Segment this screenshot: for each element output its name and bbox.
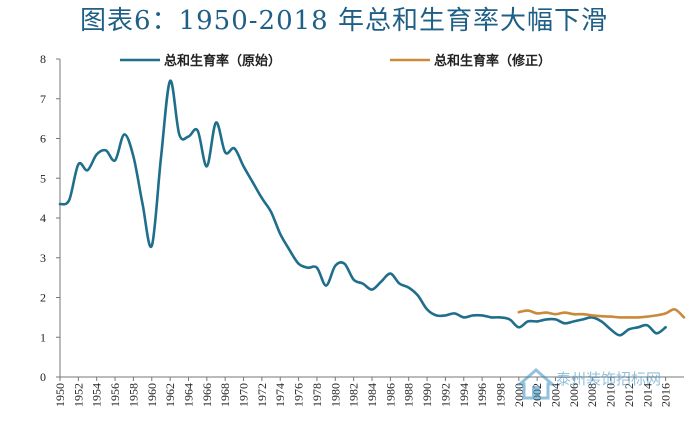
x-tick-label: 1988 — [402, 383, 416, 407]
watermark-text: 泰州装饰招标网 — [556, 370, 662, 388]
legend: 总和生育率（原始） 总和生育率（修正） — [120, 53, 551, 69]
x-tick-label: 1976 — [292, 383, 306, 407]
x-tick-label: 1980 — [328, 383, 342, 407]
y-tick-label: 4 — [40, 211, 46, 225]
x-tick-label: 2012 — [622, 383, 636, 407]
x-tick-label: 1986 — [383, 383, 397, 407]
x-tick-label: 1998 — [493, 383, 507, 407]
x-tick-label: 1960 — [145, 383, 159, 407]
y-tick-label: 5 — [40, 171, 46, 185]
y-tick-label: 2 — [40, 291, 46, 305]
x-tick-label: 2008 — [585, 383, 599, 407]
x-tick-label: 1996 — [475, 383, 489, 407]
x-tick-label: 1956 — [108, 383, 122, 407]
x-tick-label: 1994 — [457, 383, 471, 407]
x-tick-label: 1972 — [255, 383, 269, 407]
x-tick-label: 1984 — [365, 383, 379, 407]
x-tick-label: 1968 — [218, 383, 232, 407]
axes — [59, 59, 684, 378]
series-layer — [58, 79, 686, 337]
x-tick-label: 2006 — [567, 383, 581, 407]
legend-label-corrected: 总和生育率（修正） — [434, 53, 551, 69]
x-tick-label: 1962 — [163, 383, 177, 407]
x-tick-label: 2004 — [549, 383, 563, 407]
series-line-corrected — [517, 308, 686, 319]
x-tick-label: 2014 — [640, 383, 654, 407]
chart-title: 图表6：1950-2018 年总和生育率大幅下滑 — [80, 6, 608, 36]
x-tick-label: 1990 — [420, 383, 434, 407]
series-line-original — [58, 79, 667, 337]
x-tick-label: 1952 — [71, 383, 85, 407]
y-tick-label: 1 — [40, 330, 46, 344]
x-tick-label: 1966 — [200, 383, 214, 407]
y-tick-label: 0 — [40, 370, 46, 384]
x-tick-label: 1970 — [237, 383, 251, 407]
x-tick-label: 1982 — [347, 383, 361, 407]
x-tick-label: 2010 — [604, 383, 618, 407]
x-tick-labels: 1950 1952 1954 1956 1958 1960 1962 1964 1966 1968… — [53, 377, 673, 407]
y-tick-label: 6 — [40, 132, 46, 146]
x-tick-label: 1950 — [53, 383, 67, 407]
watermark: 泰州装饰招标网 — [516, 364, 684, 420]
legend-label-original: 总和生育率（原始） — [164, 53, 281, 69]
y-tick-label: 8 — [40, 52, 46, 66]
house-logo-icon — [516, 368, 556, 400]
x-tick-label: 1964 — [181, 383, 195, 407]
x-tick-label: 1954 — [90, 383, 104, 407]
x-tick-label: 1992 — [438, 383, 452, 407]
x-tick-label: 1978 — [310, 383, 324, 407]
x-tick-label: 1974 — [273, 383, 287, 407]
x-tick-label: 2016 — [659, 383, 673, 407]
x-tick-label: 1958 — [126, 383, 140, 407]
y-tick-labels: 0 1 2 3 4 5 6 7 8 — [40, 52, 60, 384]
x-tick-label: 2000 — [512, 383, 526, 407]
y-tick-label: 3 — [40, 251, 46, 265]
y-tick-label: 7 — [40, 92, 46, 106]
